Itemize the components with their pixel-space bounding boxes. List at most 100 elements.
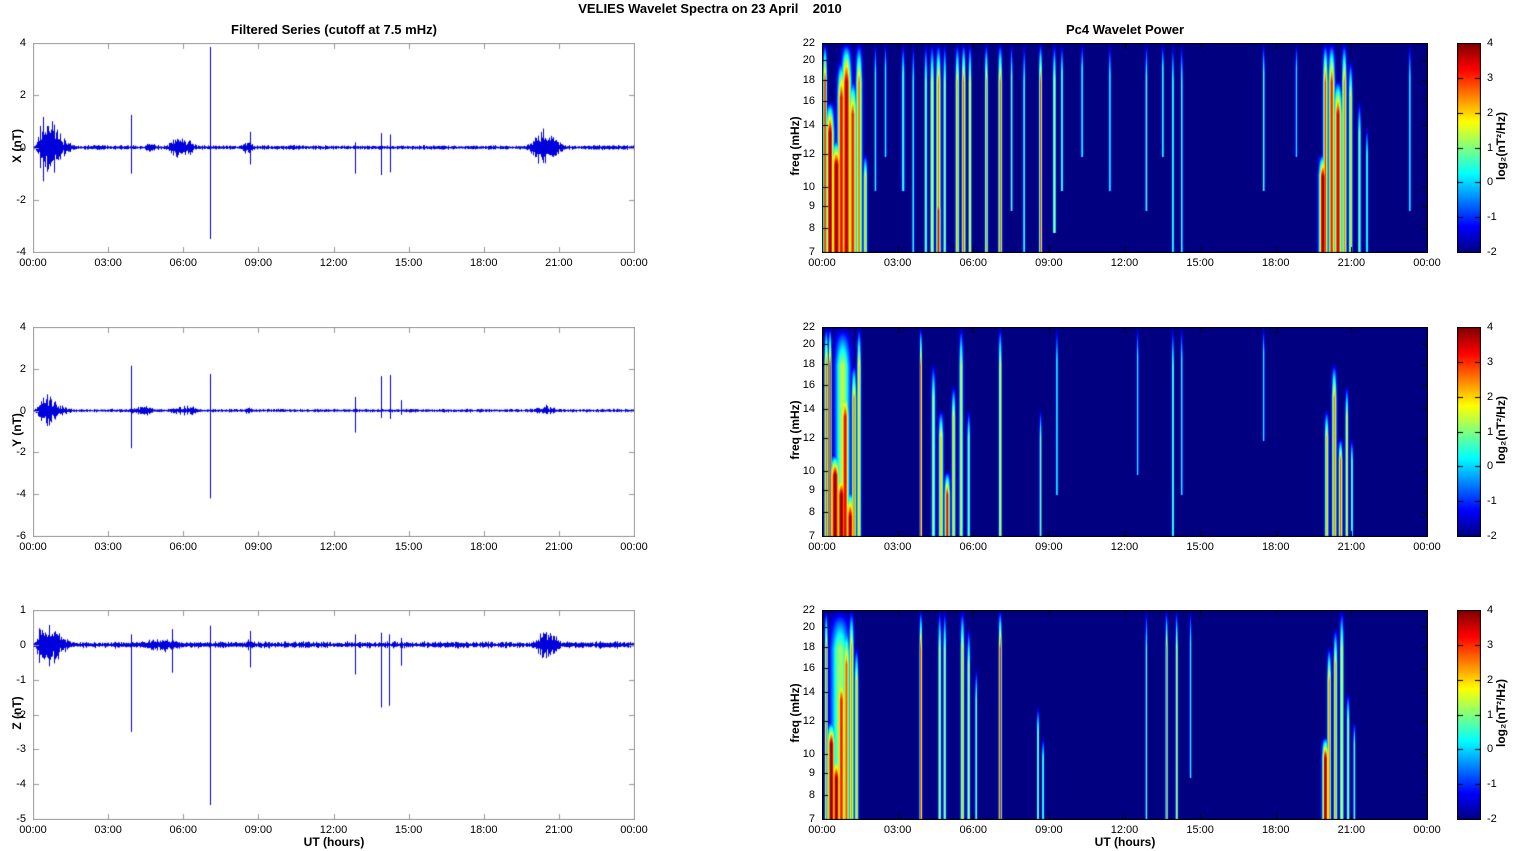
- wav-y-ftick-label: 12: [802, 431, 815, 444]
- wav-y-ftick-label: 7: [808, 530, 815, 542]
- colorbar-tick-label: 4: [1487, 321, 1494, 333]
- ts-y-ytick-label: -2: [16, 446, 26, 459]
- wav-z-ftick-label: 22: [802, 604, 815, 616]
- wav-y-xtick-label: 12:00: [1110, 541, 1139, 553]
- wav-z-ftick-label: 10: [802, 747, 815, 760]
- colorbar-tick-label: 2: [1487, 390, 1494, 403]
- left-column-title: Filtered Series (cutoff at 7.5 mHz): [231, 22, 437, 37]
- ts-z-xtick-label: 18:00: [469, 824, 498, 836]
- ts-x-ytick-label: -2: [16, 193, 26, 206]
- wav-z-xtick-label: 18:00: [1261, 824, 1290, 836]
- wav-z-ftick-label: 18: [802, 640, 815, 653]
- colorbar-tick-label: 3: [1487, 355, 1494, 368]
- wav-y-xtick-label: 15:00: [1186, 541, 1214, 553]
- colorbar-tick-label: -1: [1487, 778, 1497, 791]
- ts-x-xtick-label: 15:00: [394, 257, 423, 269]
- colorbar-tick-label: 0: [1487, 460, 1494, 473]
- wav-z-xtick-label: 12:00: [1110, 824, 1139, 836]
- ts-z-xtick-label: 12:00: [319, 824, 348, 836]
- ts-y-xtick-label: 18:00: [469, 541, 498, 553]
- wav-y-ftick-label: 10: [802, 464, 815, 477]
- colorbar-tick-label: 1: [1487, 425, 1494, 438]
- colorbar-tick-label: 4: [1487, 604, 1494, 616]
- wav-x-xtick-label: 15:00: [1186, 257, 1214, 269]
- ts-x-plot: [33, 43, 635, 253]
- wav-x-xtick-label: 18:00: [1261, 257, 1290, 269]
- colorbar-tick-label: 4: [1487, 37, 1494, 49]
- wav-x-ftick-label: 10: [802, 180, 815, 193]
- wav-y-xtick-label: 09:00: [1035, 541, 1063, 553]
- ts-x-xtick-label: 06:00: [169, 257, 198, 269]
- wav-z-ftick-label: 20: [802, 621, 815, 634]
- colorbar-tick-label: 3: [1487, 71, 1494, 84]
- wav-z-ftick-label: 8: [808, 788, 815, 801]
- wav-y-ftick-label: 18: [802, 357, 815, 370]
- wav-y-xtick-label: 18:00: [1261, 541, 1290, 553]
- ts-x-xtick-label: 21:00: [545, 257, 573, 269]
- ts-y-ytick-label: 4: [19, 321, 26, 333]
- wav-y-ftick-label: 9: [808, 484, 815, 497]
- wav-y-heatmap: [822, 327, 1428, 537]
- wav-z-ftick-label: 9: [808, 767, 815, 780]
- ts-y-ytick-label: -4: [16, 488, 26, 501]
- wav-y-ftick-label: 20: [802, 338, 815, 351]
- ts-z-ytick-label: 1: [19, 604, 26, 616]
- colorbar-tick-label: 1: [1487, 708, 1494, 721]
- wav-x-ftick-label: 20: [802, 54, 815, 67]
- ts-z-xtick-label: 09:00: [244, 824, 273, 836]
- wav-y-xtick-label: 00:00: [1413, 541, 1441, 553]
- wav-z-ftick-label: 7: [808, 813, 815, 825]
- ts-y-plot: [33, 327, 635, 537]
- wav-z-xtick-label: 03:00: [883, 824, 912, 836]
- ylabel-freq-row1: freq (mHz): [788, 116, 802, 176]
- ylabel-y-nt: Y (nT): [10, 413, 24, 447]
- ts-z-ytick-label: -5: [16, 813, 26, 825]
- wav-x-ftick-label: 14: [802, 119, 815, 132]
- colorbar-tick-label: 0: [1487, 743, 1494, 756]
- colorbar-tick-label: -1: [1487, 495, 1497, 508]
- ts-z-ytick-label: -4: [16, 778, 26, 791]
- ts-x-xtick-label: 00:00: [620, 257, 648, 269]
- colorbar-row1: [1457, 43, 1481, 253]
- colorbar-tick-label: 3: [1487, 638, 1494, 651]
- ts-y-xtick-label: 00:00: [620, 541, 648, 553]
- ts-z-xtick-label: 06:00: [169, 824, 198, 836]
- wav-x-xtick-label: 21:00: [1337, 257, 1366, 269]
- ts-z-xtick-label: 03:00: [94, 824, 122, 836]
- colorbar-tick-label: 2: [1487, 673, 1494, 686]
- wav-z-xtick-label: 09:00: [1035, 824, 1063, 836]
- wav-y-xtick-label: 06:00: [959, 541, 988, 553]
- wav-x-ftick-label: 16: [802, 95, 815, 108]
- wav-x-ftick-label: 7: [808, 246, 815, 258]
- wav-y-xtick-label: 03:00: [883, 541, 912, 553]
- wav-y-xtick-label: 21:00: [1337, 541, 1366, 553]
- right-column-title: Pc4 Wavelet Power: [1065, 22, 1184, 37]
- wav-z-xtick-label: 21:00: [1337, 824, 1366, 836]
- colorbar-tick-label: 0: [1487, 176, 1494, 189]
- ts-z-xtick-label: 00:00: [19, 824, 47, 836]
- xlabel-right: UT (hours): [1094, 835, 1156, 849]
- colorbar-tick-label: -2: [1487, 246, 1497, 258]
- wav-x-xtick-label: 06:00: [959, 257, 988, 269]
- wav-x-heatmap: [822, 43, 1428, 253]
- colorbar-tick-label: 1: [1487, 141, 1494, 154]
- wav-y-ftick-label: 22: [802, 321, 815, 333]
- ts-z-xtick-label: 21:00: [545, 824, 573, 836]
- ts-y-xtick-label: 06:00: [169, 541, 198, 553]
- colorbar-row3: [1457, 610, 1481, 820]
- ylabel-freq-row3: freq (mHz): [788, 683, 802, 743]
- colorbar-tick-label: -2: [1487, 530, 1497, 542]
- ts-x-ytick-label: 2: [19, 89, 26, 102]
- ts-y-xtick-label: 21:00: [545, 541, 573, 553]
- ts-y-xtick-label: 00:00: [19, 541, 47, 553]
- ts-z-xtick-label: 15:00: [394, 824, 423, 836]
- colorbar-tick-label: -2: [1487, 813, 1497, 825]
- wav-x-ftick-label: 12: [802, 147, 815, 160]
- colorbar-row2: [1457, 327, 1481, 537]
- ts-x-ytick-label: -4: [16, 246, 26, 258]
- wav-z-xtick-label: 06:00: [959, 824, 988, 836]
- ts-z-ytick-label: -1: [16, 673, 26, 686]
- ts-x-xtick-label: 12:00: [319, 257, 348, 269]
- ts-y-ytick-label: -6: [16, 530, 26, 542]
- colorbar-tick-label: -1: [1487, 211, 1497, 224]
